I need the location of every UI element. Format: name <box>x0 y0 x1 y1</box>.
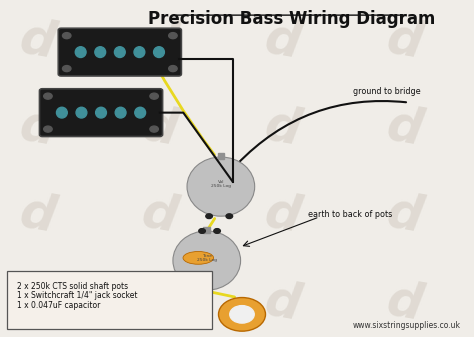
Text: d: d <box>16 13 59 67</box>
Text: 1 x Switchcraft 1/4" jack socket: 1 x Switchcraft 1/4" jack socket <box>17 291 137 300</box>
Circle shape <box>169 66 177 72</box>
FancyBboxPatch shape <box>58 28 182 76</box>
Text: d: d <box>383 13 426 67</box>
FancyBboxPatch shape <box>39 89 163 136</box>
Text: d: d <box>16 276 59 329</box>
Circle shape <box>150 126 158 132</box>
Circle shape <box>230 306 254 323</box>
Text: 1 x 0.047uF capacitor: 1 x 0.047uF capacitor <box>17 301 100 310</box>
Text: ground to bridge: ground to bridge <box>353 87 420 96</box>
Circle shape <box>206 214 212 218</box>
Circle shape <box>150 93 158 99</box>
Ellipse shape <box>183 251 214 264</box>
Circle shape <box>219 298 265 331</box>
Text: d: d <box>138 188 182 242</box>
FancyBboxPatch shape <box>7 271 212 329</box>
Circle shape <box>226 214 233 218</box>
Bar <box>218 153 224 159</box>
Circle shape <box>199 228 205 233</box>
Circle shape <box>44 126 52 132</box>
Ellipse shape <box>134 47 145 58</box>
Text: 2 x 250k CTS solid shaft pots: 2 x 250k CTS solid shaft pots <box>17 282 128 291</box>
Text: Precision Bass Wiring Diagram: Precision Bass Wiring Diagram <box>148 10 435 28</box>
Text: d: d <box>260 276 304 329</box>
Text: d: d <box>260 101 304 154</box>
Text: d: d <box>260 13 304 67</box>
Ellipse shape <box>154 47 164 58</box>
Text: d: d <box>383 188 426 242</box>
Ellipse shape <box>187 157 255 216</box>
Ellipse shape <box>76 107 87 118</box>
Ellipse shape <box>56 107 67 118</box>
Text: Tone
250k Log: Tone 250k Log <box>197 253 217 262</box>
Text: d: d <box>383 276 426 329</box>
Text: d: d <box>16 188 59 242</box>
Ellipse shape <box>115 107 126 118</box>
Text: d: d <box>16 101 59 154</box>
Ellipse shape <box>135 107 146 118</box>
Bar <box>203 226 210 233</box>
Text: d: d <box>383 101 426 154</box>
Text: d: d <box>138 101 182 154</box>
Circle shape <box>63 33 71 39</box>
Text: d: d <box>138 13 182 67</box>
Text: www.sixstringsupplies.co.uk: www.sixstringsupplies.co.uk <box>353 321 461 330</box>
Text: d: d <box>138 276 182 329</box>
Circle shape <box>44 93 52 99</box>
Circle shape <box>63 66 71 72</box>
Text: earth to back of pots: earth to back of pots <box>308 210 392 219</box>
Circle shape <box>169 33 177 39</box>
Text: Vol
250k Log: Vol 250k Log <box>211 180 231 188</box>
Ellipse shape <box>95 47 106 58</box>
Ellipse shape <box>173 231 241 290</box>
Circle shape <box>214 228 220 233</box>
Ellipse shape <box>96 107 107 118</box>
Text: d: d <box>260 188 304 242</box>
Ellipse shape <box>114 47 125 58</box>
Ellipse shape <box>75 47 86 58</box>
